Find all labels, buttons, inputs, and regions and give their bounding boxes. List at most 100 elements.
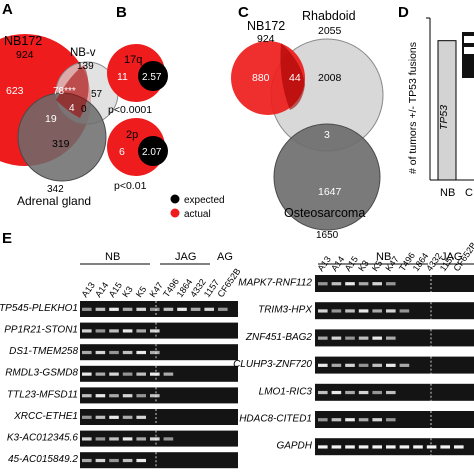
only-adrenal-count: 319 — [52, 138, 70, 150]
gel-band — [372, 363, 382, 367]
gel-band — [204, 307, 214, 311]
venn-adrenal-circle — [17, 92, 107, 182]
osteo-label: Osteosarcoma — [284, 206, 365, 220]
gel-right-rows: MAPK7-RNF112 TRIM3-HPX ZNF451-BAG2 CLUHP3-Z… — [233, 275, 474, 456]
gel-band — [163, 437, 174, 441]
fusion-label: TP545-PLEKHO1 — [0, 303, 78, 314]
gel-band — [331, 390, 342, 395]
panel-d: D # of tumors +/- TP53 fusions TP53 NB C — [398, 4, 474, 199]
fusion-label: XRCC-ETHE1 — [13, 411, 78, 422]
d-bar-label: TP53 — [438, 105, 450, 130]
gel-band — [150, 307, 160, 311]
gel-band — [82, 329, 92, 333]
gel-band — [150, 350, 160, 355]
gel-band — [331, 445, 342, 449]
gel-band — [331, 309, 342, 313]
legend-actual-swatch — [170, 208, 180, 218]
gel-band — [372, 390, 382, 395]
gel-band — [82, 458, 92, 463]
gel-band — [345, 445, 355, 449]
panel-b: B 17q 11 2.57 p<0.0001 2p 6 2.07 p<0.01 … — [107, 4, 225, 220]
lane-label: A15 — [107, 280, 124, 299]
nb-rhabdoid-count: 44 — [289, 72, 301, 84]
gel-band — [386, 309, 396, 313]
gel-band — [109, 307, 119, 311]
gel-band — [345, 418, 355, 422]
gel-band — [136, 329, 146, 333]
b-2p-expected-value: 2.07 — [142, 147, 162, 158]
gel-band — [345, 309, 355, 313]
gel-band — [82, 372, 92, 376]
legend-expected-swatch — [170, 194, 180, 204]
b-2p-expected-circle — [138, 136, 168, 166]
gel-band — [122, 394, 133, 398]
gel-band — [318, 363, 328, 367]
b-2p-actual-value: 6 — [119, 146, 125, 158]
fusion-label: K3-AC012345.6 — [7, 433, 79, 444]
gel-strip — [80, 452, 238, 469]
gel-band — [95, 372, 106, 376]
fusion-label: RMDL3-GSMD8 — [5, 368, 78, 379]
lane-label: A13 — [79, 280, 96, 299]
nb172-total: 924 — [16, 49, 34, 61]
d-legend-swatch-2 — [464, 47, 474, 54]
gel-band — [95, 394, 106, 398]
gel-band — [136, 458, 146, 463]
gel-band — [109, 329, 119, 333]
d-ylabel: # of tumors +/- TP53 fusions — [407, 42, 419, 174]
lane-label: A15 — [343, 254, 360, 273]
gel-band — [318, 445, 328, 449]
venn-overlap-shade — [56, 65, 89, 118]
gel-left-group-nb: NB — [105, 251, 120, 263]
gel-band — [358, 309, 369, 313]
gel-band — [331, 418, 342, 422]
gel-band — [345, 363, 355, 367]
gel-left-group-jag: JAG — [175, 251, 196, 263]
osteo-total: 1650 — [316, 230, 339, 241]
gel-band — [345, 336, 355, 340]
gel-band — [163, 372, 174, 376]
fusion-label: GAPDH — [276, 441, 312, 452]
gel-band — [345, 390, 355, 395]
gel-band — [109, 458, 119, 463]
c-nb172-total: 924 — [257, 33, 275, 45]
venn-c-overlap-shade — [280, 43, 305, 110]
nb172-nbv-count: 78*** — [53, 86, 76, 97]
d-bars — [437, 40, 457, 181]
gel-band — [372, 282, 382, 286]
gel-band — [358, 418, 369, 422]
gel-band — [218, 307, 228, 311]
gel-band — [399, 445, 410, 449]
gel-band — [177, 307, 187, 311]
gel-band — [82, 350, 92, 355]
lane-label: A14 — [93, 280, 110, 299]
fusion-label: ZNF451-BAG2 — [245, 332, 313, 343]
b-17q-region: 17q — [124, 54, 142, 66]
gel-band — [136, 307, 146, 311]
gel-band — [109, 350, 119, 355]
rhabdoid-total: 2055 — [318, 25, 342, 37]
gel-band — [82, 415, 92, 419]
gel-band — [372, 336, 382, 340]
nbv-label: NB-v — [70, 47, 96, 59]
gel-band — [109, 372, 119, 376]
nb172-label: NB172 — [4, 34, 42, 48]
gel-band — [95, 307, 106, 311]
legend-expected-label: expected — [184, 195, 225, 206]
gel-band — [318, 418, 328, 422]
gel-band — [136, 350, 146, 355]
gel-band — [426, 445, 437, 449]
gel-band — [440, 445, 450, 449]
gel-band — [358, 363, 369, 367]
gel-left-rows: TP545-PLEKHO1 PP1R21-STON1 DS1-TMEM258 RMDL… — [0, 301, 238, 469]
panel-a-letter: A — [2, 1, 13, 18]
d-legend-swatch-1 — [464, 36, 474, 43]
triple-count: 4 — [69, 103, 75, 114]
b-17q-pvalue: p<0.0001 — [108, 104, 152, 116]
gel-band — [163, 307, 174, 311]
only-nbv-count: 57 — [91, 89, 103, 100]
gel-band — [386, 363, 396, 367]
